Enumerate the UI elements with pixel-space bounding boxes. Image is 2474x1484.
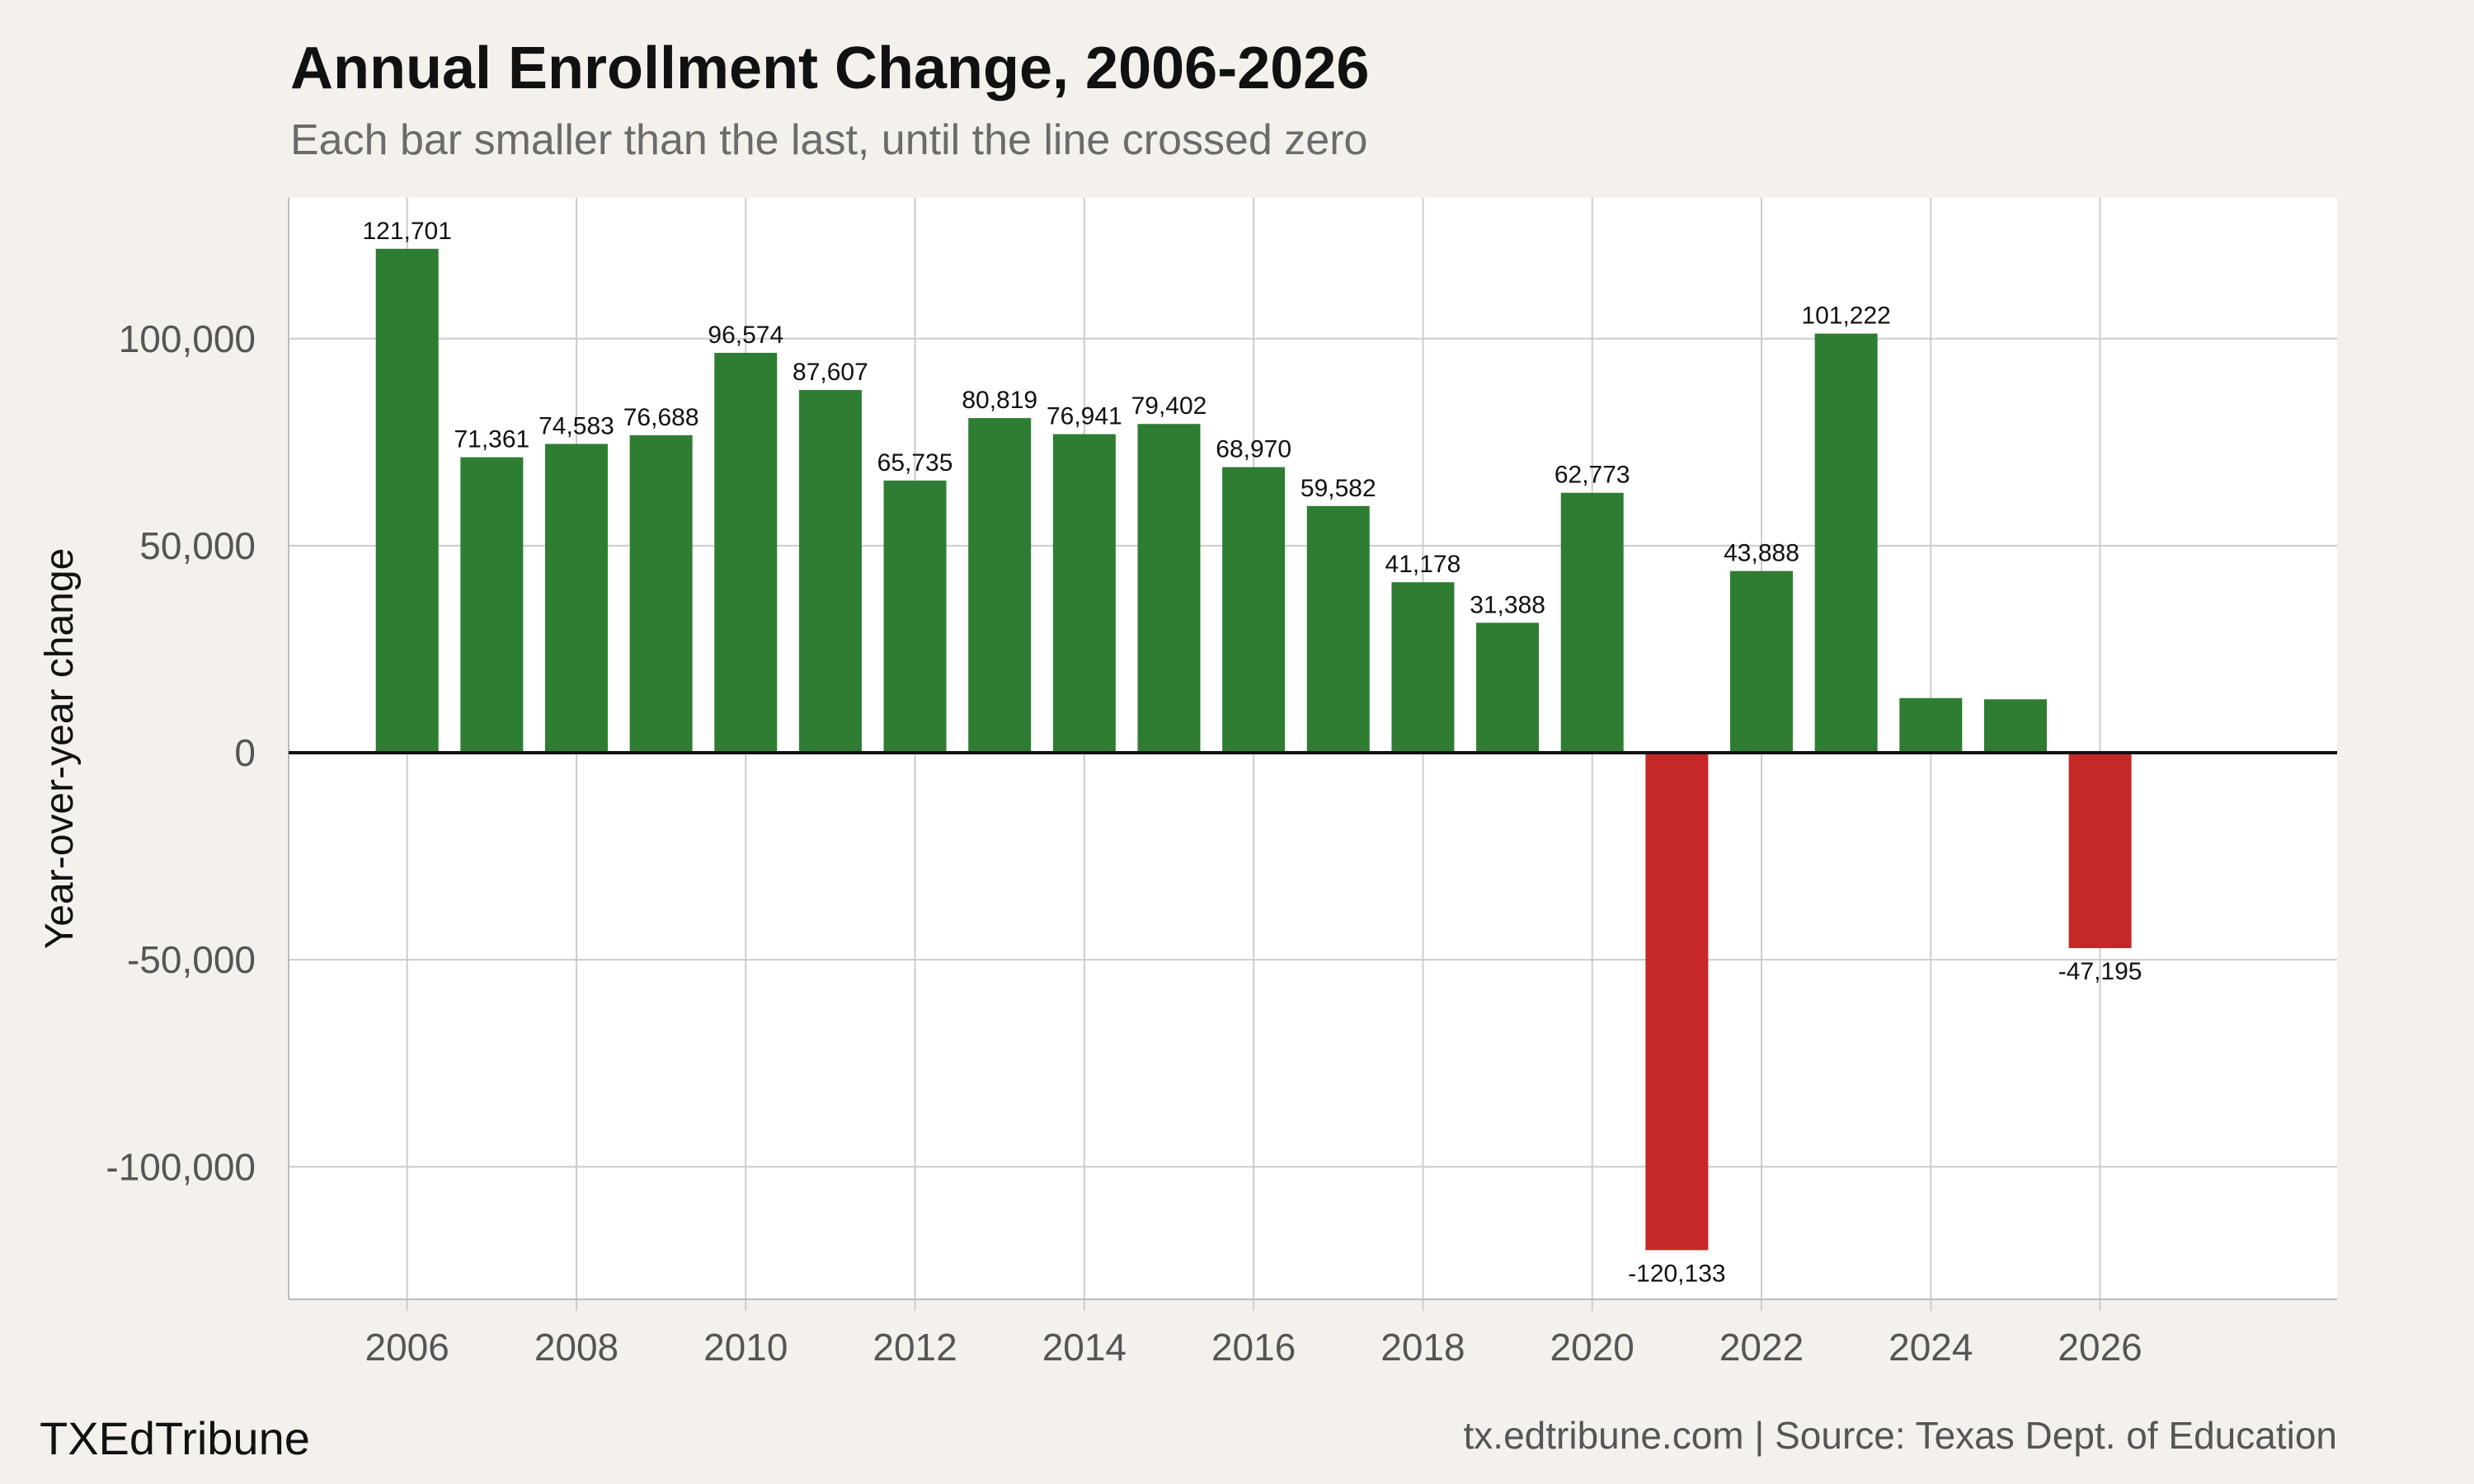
bar <box>1476 622 1540 754</box>
bar <box>1052 434 1116 754</box>
bar <box>629 434 693 754</box>
bar-value-label: 79,402 <box>1131 392 1207 420</box>
bar-value-label: 76,688 <box>623 404 699 431</box>
x-tick-label: 2014 <box>1042 1326 1126 1369</box>
x-tick-label: 2018 <box>1380 1326 1465 1369</box>
bar-value-label: 71,361 <box>454 426 529 453</box>
axes: 100,000 50,000 0 -50,000 -100,000 2006 2008 201… <box>106 198 2337 1369</box>
bar-value-label: 87,607 <box>793 359 868 386</box>
bar <box>968 418 1032 754</box>
bar <box>1391 582 1455 754</box>
bar-value-label: 65,735 <box>877 449 953 477</box>
bar <box>1560 492 1624 754</box>
data-labels: 121,701 71,361 74,583 76,688 96,574 87,607 65,… <box>362 218 2142 1288</box>
x-tick-label: 2026 <box>2058 1326 2142 1369</box>
bar <box>1306 505 1370 754</box>
bar <box>2068 753 2132 949</box>
bar <box>1222 467 1286 754</box>
bar-value-label: 76,941 <box>1047 403 1122 430</box>
chart-title: Annual Enrollment Change, 2006-2026 <box>290 35 1370 101</box>
bar-value-label: 62,773 <box>1554 462 1630 489</box>
source-note: tx.edtribune.com | Source: Texas Dept. o… <box>1463 1414 2337 1457</box>
x-tick-label: 2008 <box>534 1326 618 1369</box>
bar-value-label: 68,970 <box>1216 436 1291 463</box>
bar-value-label: 59,582 <box>1300 475 1376 502</box>
bar-value-label: 96,574 <box>708 322 783 349</box>
bar <box>798 390 862 754</box>
bar-value-label: -120,133 <box>1628 1260 1725 1287</box>
bar <box>714 352 778 754</box>
bar-value-label: 74,583 <box>539 412 614 439</box>
bar <box>460 457 524 754</box>
y-tick-label: -100,000 <box>106 1145 256 1188</box>
x-tick-label: 2012 <box>872 1326 957 1369</box>
bar <box>1137 424 1201 754</box>
bar-value-label: 31,388 <box>1470 591 1545 618</box>
bar <box>375 248 439 754</box>
bar <box>1814 333 1878 754</box>
bar <box>1645 753 1709 1251</box>
x-tick-label: 2010 <box>703 1326 788 1369</box>
brand-logo-text: TXEdTribune <box>40 1412 310 1464</box>
bar <box>544 444 608 754</box>
bar-value-label: 80,819 <box>962 387 1037 414</box>
y-axis-label: Year-over-year change <box>38 548 82 950</box>
bar-value-label: 41,178 <box>1385 551 1461 578</box>
bar-value-label: 43,888 <box>1724 540 1799 567</box>
bar <box>1730 571 1794 754</box>
y-tick-label: 0 <box>234 731 256 774</box>
bar <box>883 480 947 754</box>
x-tick-label: 2016 <box>1211 1326 1296 1369</box>
x-tick-label: 2020 <box>1550 1326 1634 1369</box>
bar-value-label: -47,195 <box>2058 958 2142 985</box>
bar-value-label: 101,222 <box>1801 303 1890 330</box>
y-tick-label: 100,000 <box>119 317 256 360</box>
bar-value-label: 121,701 <box>362 218 451 245</box>
x-tick-label: 2006 <box>365 1326 449 1369</box>
x-tick-label: 2022 <box>1719 1326 1804 1369</box>
x-tick-label: 2024 <box>1888 1326 1973 1369</box>
y-tick-label: -50,000 <box>127 938 256 981</box>
bar <box>1899 697 1963 754</box>
chart-subtitle: Each bar smaller than the last, until th… <box>290 116 1368 164</box>
bar <box>1983 699 2047 754</box>
y-tick-label: 50,000 <box>139 524 256 567</box>
bars <box>375 248 2132 1251</box>
